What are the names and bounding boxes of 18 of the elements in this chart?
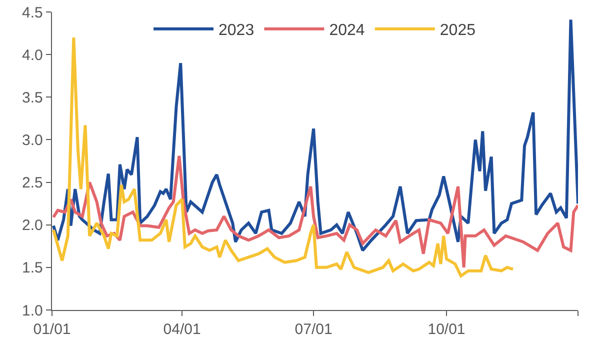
x-tick-label: 07/01 [294,321,332,338]
legend-label: 2023 [218,22,254,40]
x-tick-label: 10/01 [428,321,466,338]
y-tick-label: 2.0 [22,217,43,234]
y-tick-label: 1.0 [22,302,43,320]
line-series [52,154,578,269]
legend-label: 2025 [440,22,476,40]
line-series [52,18,578,252]
legend-label: 2024 [329,22,365,40]
y-tick-label: 2.5 [22,174,43,192]
y-tick-label: 3.0 [22,132,43,149]
y-tick-label: 1.5 [22,260,43,277]
line-series [52,36,514,278]
x-tick-label: 01/01 [33,321,71,338]
y-tick-label: 4.0 [22,46,43,64]
x-tick-label: 04/01 [163,321,201,338]
y-tick-label: 3.5 [22,89,43,106]
y-tick-label: 4.5 [22,4,43,22]
